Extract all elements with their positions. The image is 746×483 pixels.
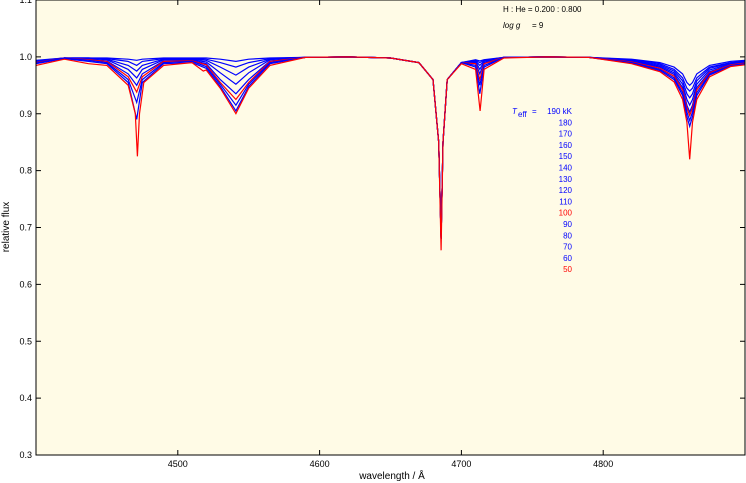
legend-entry: 160 bbox=[559, 141, 573, 150]
x-axis-title: wavelength / Å bbox=[358, 469, 425, 482]
x-tick-label: 4700 bbox=[451, 459, 471, 469]
legend-entry: 190 kK bbox=[547, 107, 573, 116]
composition-annotation: H : He = 0.200 : 0.800 bbox=[503, 5, 582, 14]
x-tick-label: 4800 bbox=[593, 459, 613, 469]
spectral-lines-group bbox=[35, 56, 746, 251]
legend-entry: 140 bbox=[559, 164, 573, 173]
legend-entry: 170 bbox=[559, 130, 573, 139]
axis-ticks: 4500 4600 4700 4800 0.3 0.4 0.5 0.6 0.7 0.8 0.9 1.0… bbox=[19, 0, 745, 469]
y-tick-label: 0.6 bbox=[19, 279, 32, 289]
legend-title-equals: = bbox=[532, 107, 537, 116]
y-axis-title: relative flux bbox=[1, 202, 12, 253]
legend-title-subscript: eff bbox=[518, 110, 528, 119]
y-tick-label: 0.9 bbox=[19, 109, 32, 119]
legend-entry: 180 bbox=[559, 118, 573, 127]
legend-entry: 110 bbox=[559, 197, 572, 206]
logg-value: = 9 bbox=[532, 21, 544, 30]
legend-entry: 130 bbox=[559, 175, 573, 184]
y-tick-label: 0.5 bbox=[19, 336, 32, 346]
y-tick-label: 0.4 bbox=[19, 393, 32, 403]
y-tick-label: 0.3 bbox=[19, 450, 32, 460]
y-tick-label: 1.0 bbox=[19, 52, 32, 62]
y-tick-label: 1.1 bbox=[19, 0, 32, 5]
x-tick-label: 4600 bbox=[310, 459, 330, 469]
series-line-50kK bbox=[35, 56, 746, 251]
legend-entry: 150 bbox=[559, 152, 573, 161]
legend-entry: 90 bbox=[563, 220, 572, 229]
legend-entry: 50 bbox=[563, 265, 572, 274]
y-tick-label: 0.8 bbox=[19, 166, 32, 176]
plot-background bbox=[36, 0, 745, 455]
temperature-legend: T eff = 190 kK 180 170 160 150 140 130 120 110 10… bbox=[512, 107, 573, 274]
logg-label: log g bbox=[503, 21, 521, 30]
legend-entry: 60 bbox=[563, 254, 572, 263]
x-tick-label: 4500 bbox=[168, 459, 188, 469]
legend-entry: 100 bbox=[559, 209, 573, 218]
legend-entry: 80 bbox=[563, 231, 572, 240]
legend-entry: 120 bbox=[559, 186, 573, 195]
legend-entry: 70 bbox=[563, 243, 572, 252]
legend-title: T bbox=[512, 107, 518, 116]
y-tick-label: 0.7 bbox=[19, 223, 32, 233]
